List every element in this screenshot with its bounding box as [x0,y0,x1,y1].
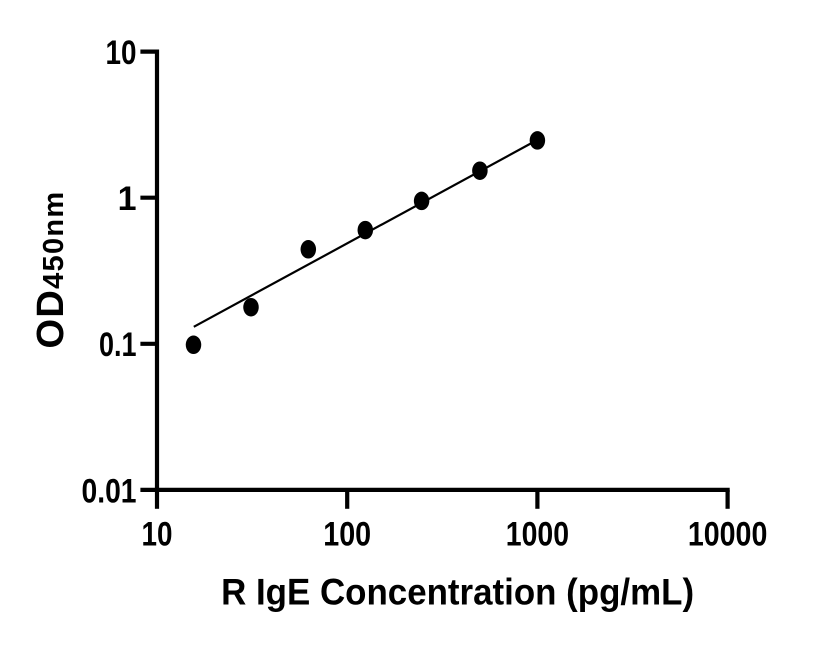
svg-text:100: 100 [323,516,371,554]
svg-text:OD450nm: OD450nm [30,191,72,349]
svg-text:10: 10 [106,34,137,72]
svg-text:1: 1 [118,180,137,218]
svg-text:R IgE Concentration (pg/mL): R IgE Concentration (pg/mL) [221,572,694,613]
svg-text:10: 10 [142,516,173,554]
svg-text:0.01: 0.01 [82,472,137,510]
svg-text:1000: 1000 [506,516,569,554]
svg-text:0.1: 0.1 [99,326,137,364]
svg-text:10000: 10000 [688,516,768,554]
